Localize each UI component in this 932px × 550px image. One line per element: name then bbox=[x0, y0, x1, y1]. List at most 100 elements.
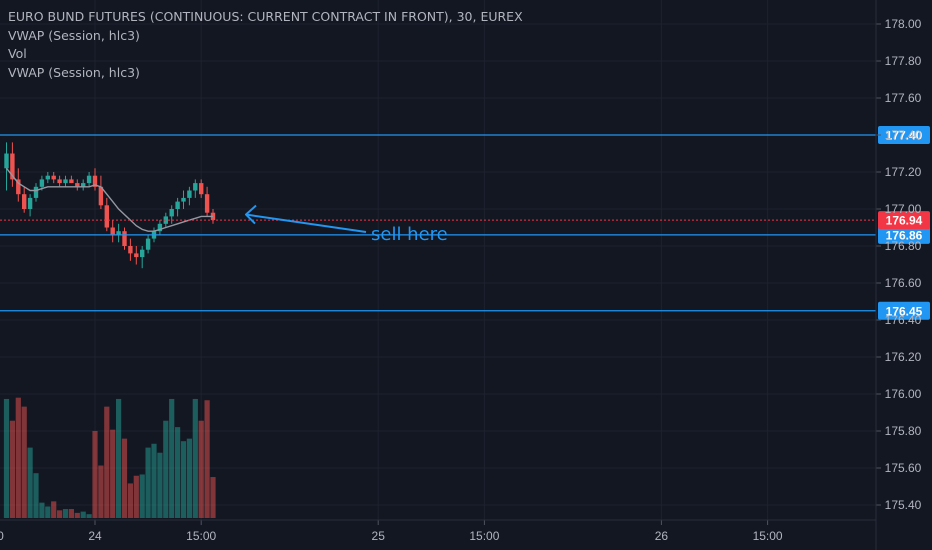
volume-indicator-label[interactable]: Vol bbox=[8, 46, 27, 61]
candle-down bbox=[128, 246, 133, 254]
volume-bar bbox=[15, 397, 21, 518]
volume-bar bbox=[9, 420, 15, 518]
volume-bar bbox=[92, 430, 98, 518]
volume-bar bbox=[51, 501, 57, 518]
volume-bar bbox=[98, 465, 104, 518]
volume-bar bbox=[45, 506, 51, 518]
candle-down bbox=[122, 231, 127, 246]
chart-legend: EURO BUND FUTURES (CONTINUOUS: CURRENT C… bbox=[8, 8, 523, 82]
candle-down bbox=[92, 175, 98, 187]
volume-bar bbox=[169, 398, 175, 518]
volume-bar bbox=[3, 398, 10, 518]
candle-down bbox=[110, 227, 115, 235]
x-tick-label: 24 bbox=[88, 529, 102, 543]
candle-up bbox=[140, 249, 145, 258]
volume-bar bbox=[151, 443, 157, 518]
symbol-title[interactable]: EURO BUND FUTURES (CONTINUOUS: CURRENT C… bbox=[8, 9, 523, 24]
y-tick-label: 176.20 bbox=[885, 350, 922, 364]
candle-up bbox=[181, 197, 186, 202]
volume-bar bbox=[198, 420, 204, 518]
candle-up bbox=[175, 201, 180, 209]
x-tick-label: 25 bbox=[372, 529, 386, 543]
level-price-tag bbox=[878, 301, 930, 320]
annotation-arrow-head bbox=[245, 204, 257, 225]
volume-bar bbox=[180, 441, 187, 518]
vwap-indicator-label[interactable]: VWAP (Session, hlc3) bbox=[8, 27, 140, 43]
candle-up bbox=[169, 209, 174, 217]
candle-down bbox=[57, 179, 62, 184]
candle-down bbox=[104, 205, 109, 228]
y-tick-label: 176.60 bbox=[885, 276, 922, 290]
candle-down bbox=[204, 194, 210, 213]
volume-bar bbox=[210, 477, 216, 518]
x-tick-label: 15:00 bbox=[186, 529, 216, 543]
vwap-path bbox=[5, 167, 213, 232]
volume-bar bbox=[127, 483, 133, 518]
volume-bar bbox=[186, 438, 192, 518]
volume-bar bbox=[175, 427, 181, 518]
candle-up bbox=[33, 186, 39, 198]
candle-down bbox=[75, 183, 80, 187]
vwap-indicator-label-2[interactable]: VWAP (Session, hlc3) bbox=[8, 64, 140, 80]
chart-grid bbox=[0, 0, 876, 520]
candle-down bbox=[10, 153, 15, 180]
y-tick-label: 176.40 bbox=[885, 313, 922, 327]
candle-up bbox=[39, 179, 45, 187]
level-price-label: 177.40 bbox=[886, 129, 923, 143]
candle-up bbox=[157, 223, 163, 232]
volume-bar bbox=[33, 473, 39, 518]
volume-bar bbox=[27, 447, 33, 518]
candle-down bbox=[22, 194, 27, 209]
volume-bar bbox=[104, 406, 110, 518]
volume-bar bbox=[80, 511, 86, 518]
volume-bar bbox=[145, 447, 151, 518]
volume-bar bbox=[86, 514, 92, 518]
y-tick-label: 175.80 bbox=[885, 424, 922, 438]
level-price-tag bbox=[878, 225, 930, 244]
candle-up bbox=[4, 153, 9, 169]
candle-up bbox=[193, 183, 198, 191]
volume-bar bbox=[57, 510, 63, 518]
volume-bar bbox=[204, 400, 210, 518]
candle-down bbox=[69, 179, 74, 184]
candle-down bbox=[134, 253, 139, 258]
level-price-label: 176.86 bbox=[886, 228, 923, 242]
candle-up bbox=[187, 190, 192, 198]
candle-up bbox=[86, 175, 92, 184]
horizontal-levels[interactable]: 177.40 176.86 176.45 176.94 bbox=[0, 126, 930, 320]
vwap-line bbox=[5, 167, 213, 232]
candle-up bbox=[63, 179, 68, 184]
volume-bar bbox=[21, 406, 27, 518]
y-tick-label: 175.40 bbox=[885, 498, 922, 512]
candle-down bbox=[51, 175, 56, 180]
annotation-text: sell here bbox=[371, 224, 448, 245]
x-tick-label: 15:00 bbox=[469, 529, 499, 543]
level-price-tag bbox=[878, 126, 930, 144]
y-tick-label: 177.60 bbox=[885, 91, 922, 105]
candle-up bbox=[145, 238, 151, 250]
volume-bar bbox=[68, 509, 74, 518]
x-tick-label: 15:00 bbox=[753, 529, 783, 543]
x-tick-label: 15:00 bbox=[0, 529, 4, 543]
y-tick-label: 175.60 bbox=[885, 461, 922, 475]
y-tick-label: 177.00 bbox=[885, 202, 922, 216]
volume-bar bbox=[139, 474, 145, 518]
y-tick-label: 178.00 bbox=[885, 17, 922, 31]
candle-up bbox=[45, 175, 50, 180]
candle-down bbox=[98, 186, 104, 206]
volume-bars bbox=[3, 397, 216, 518]
candle-down bbox=[199, 183, 204, 195]
x-tick-label: 26 bbox=[655, 529, 669, 543]
y-tick-label: 177.80 bbox=[885, 54, 922, 68]
volume-bar bbox=[163, 420, 169, 518]
y-tick-label: 177.20 bbox=[885, 165, 922, 179]
annotation-arrow-shaft bbox=[245, 213, 367, 233]
candle-up bbox=[81, 183, 86, 187]
volume-bar bbox=[133, 475, 139, 518]
volume-bar bbox=[110, 429, 116, 518]
level-price-label: 176.45 bbox=[886, 304, 923, 318]
volume-bar bbox=[157, 452, 163, 518]
sell-here-annotation[interactable]: sell here bbox=[245, 204, 448, 245]
